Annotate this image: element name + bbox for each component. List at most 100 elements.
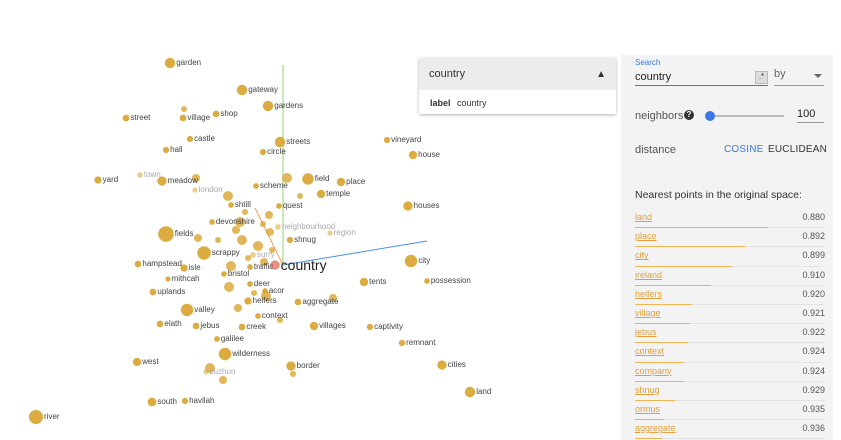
point-house[interactable] (408, 150, 418, 160)
point-border[interactable] (286, 361, 296, 371)
data-point[interactable] (329, 294, 337, 302)
point-villages[interactable] (309, 321, 319, 331)
nearest-point-word[interactable]: ireland (635, 269, 663, 280)
data-point[interactable] (261, 291, 271, 301)
search-by-select[interactable]: by (774, 68, 824, 86)
neighbors-input[interactable]: 100 (797, 108, 824, 123)
data-point[interactable] (234, 304, 242, 312)
point-isle[interactable] (180, 264, 188, 272)
data-point[interactable] (226, 261, 236, 271)
point-meadow[interactable] (157, 176, 167, 186)
point-yard[interactable] (94, 176, 102, 184)
nearest-point-row[interactable]: company 0.924 (635, 363, 825, 382)
nearest-point-row[interactable]: heifers 0.920 (635, 286, 825, 305)
point-cities[interactable] (437, 360, 447, 370)
point-country[interactable] (270, 260, 280, 270)
data-point[interactable] (245, 255, 251, 261)
point-bristol[interactable] (221, 271, 227, 277)
point-town[interactable] (137, 172, 143, 178)
data-point[interactable] (223, 191, 233, 201)
point-neighbourhood[interactable] (275, 224, 281, 230)
nearest-point-row[interactable]: city 0.899 (635, 247, 825, 267)
help-icon[interactable]: ? (684, 110, 694, 120)
data-point[interactable] (265, 211, 273, 219)
data-point[interactable] (194, 234, 202, 242)
nearest-point-row[interactable]: context 0.924 (635, 343, 825, 363)
point-region[interactable] (327, 230, 333, 236)
regex-toggle-button[interactable]: .* (755, 71, 768, 84)
data-point[interactable] (260, 258, 268, 266)
point-acor[interactable] (262, 288, 268, 294)
point-place[interactable] (336, 177, 346, 187)
point-jebus[interactable] (192, 322, 200, 330)
chevron-up-icon[interactable]: ▲ (596, 68, 606, 80)
data-point[interactable] (219, 376, 227, 384)
nearest-point-row[interactable]: jebus 0.922 (635, 324, 825, 344)
point-mithcah[interactable] (165, 276, 171, 282)
inspector-header[interactable]: country ▲ (419, 58, 616, 90)
nearest-point-row[interactable]: village 0.921 (635, 305, 825, 325)
point-traffic[interactable] (247, 264, 253, 270)
point-remnant[interactable] (398, 339, 406, 347)
data-point[interactable] (277, 317, 283, 323)
data-point[interactable] (232, 226, 240, 234)
data-point[interactable] (181, 106, 187, 112)
point-circle[interactable] (259, 148, 267, 156)
nearest-point-word[interactable]: land (635, 212, 653, 222)
point-south[interactable] (147, 397, 157, 407)
nearest-point-word[interactable]: city (635, 250, 649, 261)
nearest-point-row[interactable]: ormus 0.935 (635, 401, 825, 421)
nearest-point-row[interactable]: land 0.880 (635, 209, 825, 229)
data-point[interactable] (224, 282, 234, 292)
point-shtill[interactable] (228, 202, 234, 208)
point-context[interactable] (255, 313, 261, 319)
point-possession[interactable] (424, 278, 430, 284)
point-galilee[interactable] (214, 336, 220, 342)
cosine-button[interactable]: COSINE (724, 144, 764, 155)
point-shnug[interactable] (286, 236, 294, 244)
point-aggregate[interactable] (294, 298, 302, 306)
point-surry[interactable] (250, 252, 256, 258)
data-point[interactable] (253, 241, 263, 251)
point-hall[interactable] (162, 146, 170, 154)
point-fields[interactable] (158, 226, 174, 242)
data-point[interactable] (269, 247, 275, 253)
point-streets[interactable] (274, 136, 286, 148)
point-houses[interactable] (403, 201, 413, 211)
point-field[interactable] (302, 173, 314, 185)
nearest-point-word[interactable]: shnug (635, 384, 660, 395)
data-point[interactable] (215, 237, 221, 243)
point-village[interactable] (179, 114, 187, 122)
nearest-point-word[interactable]: jebus (635, 327, 657, 338)
point-land[interactable] (464, 386, 476, 398)
point-hampstead[interactable] (134, 260, 142, 268)
nearest-point-word[interactable]: aggregate (635, 423, 676, 434)
point-london[interactable] (192, 187, 198, 193)
data-point[interactable] (235, 217, 245, 227)
data-point[interactable] (266, 228, 274, 236)
point-shop[interactable] (212, 110, 220, 118)
point-scheme[interactable] (253, 183, 259, 189)
point-creek[interactable] (238, 323, 246, 331)
nearest-point-word[interactable]: company (635, 365, 672, 376)
point-elath[interactable] (156, 320, 164, 328)
point-gardens[interactable] (262, 100, 274, 112)
nearest-point-word[interactable]: village (635, 307, 661, 318)
search-input[interactable] (635, 68, 768, 86)
data-point[interactable] (242, 209, 248, 215)
nearest-point-word[interactable]: ormus (635, 403, 661, 414)
point-castle[interactable] (186, 135, 194, 143)
point-vineyard[interactable] (383, 136, 391, 144)
point-devonshire[interactable] (209, 219, 215, 225)
point-zuzhun[interactable] (203, 369, 209, 375)
point-uplands[interactable] (149, 288, 157, 296)
slider-thumb[interactable] (704, 111, 715, 121)
projector-canvas[interactable]: garden gateway gardens street village shop cas… (0, 0, 620, 440)
point-valley[interactable] (180, 303, 194, 317)
point-quest[interactable] (276, 203, 282, 209)
point-deer[interactable] (247, 281, 253, 287)
nearest-point-word[interactable]: context (635, 346, 665, 357)
point-gateway[interactable] (236, 84, 248, 96)
point-wilderness[interactable] (218, 347, 232, 361)
data-point[interactable] (260, 221, 266, 227)
